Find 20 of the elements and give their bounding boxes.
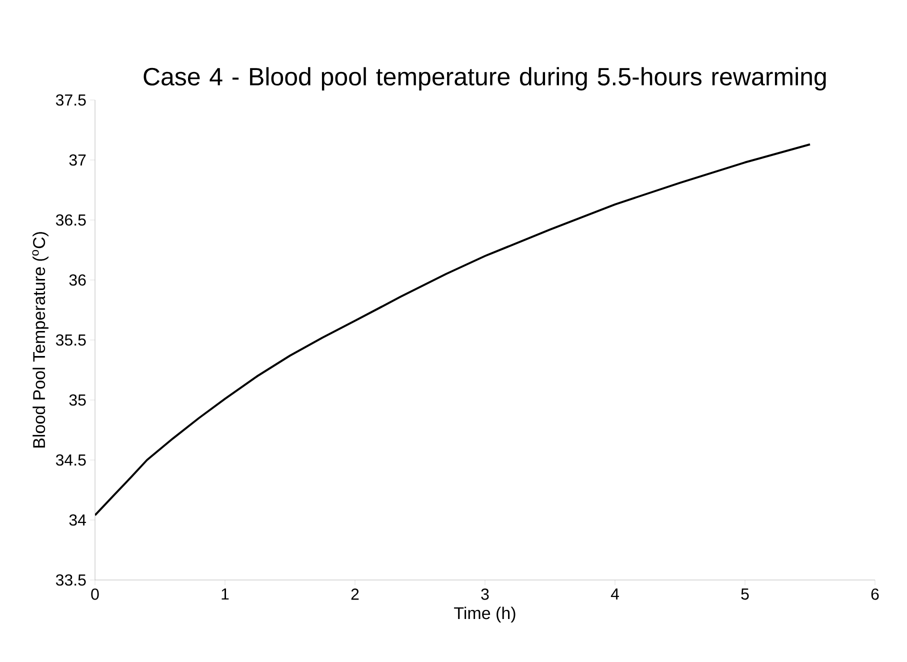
x-axis-title: Time (h) <box>454 606 516 623</box>
x-tick-label: 2 <box>351 588 359 600</box>
x-tick-label: 5 <box>741 588 749 600</box>
x-tick-label: 6 <box>871 588 879 600</box>
y-axis-title: Blood Pool Temperature ($^{o}$C) <box>32 232 48 448</box>
y-tick-label: 36 <box>69 274 86 286</box>
x-tick-label: 4 <box>610 588 619 600</box>
y-tick-label: 37.5 <box>56 94 86 106</box>
y-tick-label: 35.5 <box>56 334 86 346</box>
x-tick-label: 3 <box>481 588 489 600</box>
y-tick-label: 37 <box>69 154 86 166</box>
y-tick-label: 33.5 <box>56 574 86 586</box>
y-tick-label: 36.5 <box>56 214 86 226</box>
x-tick-label: 1 <box>222 588 229 600</box>
line-series <box>95 143 811 516</box>
y-tick-label: 34 <box>69 514 86 526</box>
y-tick-label: 35 <box>69 394 86 406</box>
chart-title: Case 4 - Blood pool temperature during 5.5-hours rewarming <box>144 67 826 90</box>
y-tick-label: 34.5 <box>56 454 86 466</box>
x-tick-label: 0 <box>91 588 99 600</box>
